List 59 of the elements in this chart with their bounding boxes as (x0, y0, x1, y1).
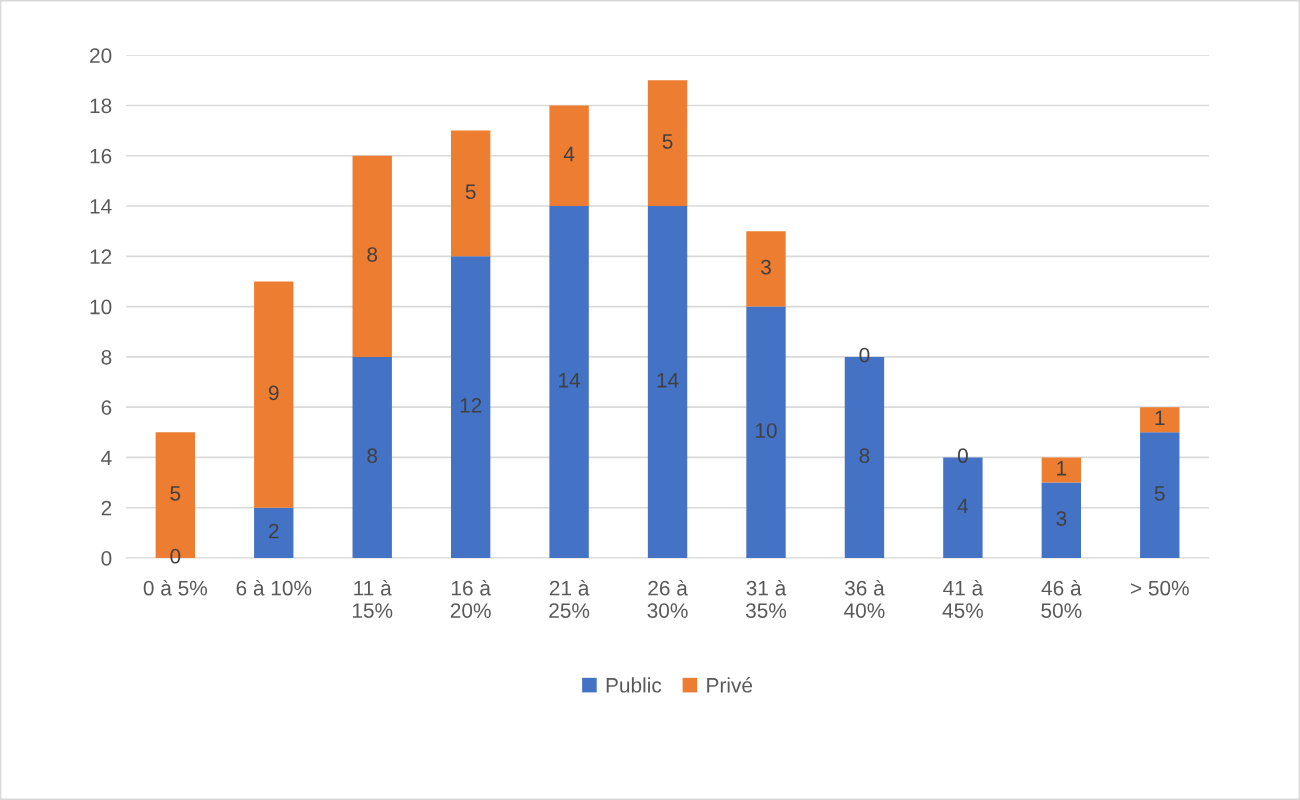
data-label: 8 (367, 247, 378, 262)
data-label: 14 (559, 373, 581, 388)
x-tick-label: 41 à 45% (942, 579, 984, 618)
x-tick-label: > 50% (1130, 580, 1189, 596)
data-label: 8 (859, 448, 870, 464)
bar (450, 256, 491, 558)
bar (549, 206, 589, 558)
data-label: 8 (367, 448, 378, 464)
data-label: 12 (460, 398, 482, 413)
legend-label: Public (606, 677, 662, 693)
data-label: 5 (1154, 486, 1165, 501)
bar (254, 507, 294, 558)
data-label: 1 (1057, 461, 1067, 476)
data-label: 3 (761, 259, 771, 275)
x-tick-label: 11 à 15% (352, 579, 393, 618)
x-tick-label: 16 à 20% (450, 579, 491, 618)
bar (450, 130, 491, 257)
y-tick-label: 2 (101, 500, 112, 516)
data-label: 5 (170, 486, 181, 501)
y-tick-label: 0 (101, 551, 112, 566)
x-tick-label: 6 à 10% (236, 579, 312, 596)
data-label: 2 (269, 523, 279, 539)
data-label: 5 (465, 184, 476, 200)
data-label: 5 (662, 134, 673, 149)
bar (1041, 482, 1082, 558)
data-label: 3 (1056, 511, 1067, 526)
x-tick-label: 36 à 40% (844, 579, 885, 618)
y-tick-label: 14 (90, 199, 112, 214)
bar (1140, 407, 1180, 433)
x-tick-label: 26 à 30% (647, 579, 688, 618)
y-tick-label: 4 (101, 450, 112, 465)
x-tick-label: 21 à 25% (549, 579, 590, 618)
y-tick-label: 16 (90, 148, 112, 164)
data-label: 4 (957, 498, 969, 514)
data-label: 9 (268, 385, 279, 401)
y-tick-label: 8 (101, 349, 112, 365)
data-label: 14 (657, 373, 679, 388)
y-tick-label: 20 (90, 48, 112, 63)
x-tick-label: 31 à 35% (745, 579, 787, 618)
y-tick-label: 18 (90, 98, 112, 114)
data-label: 10 (756, 423, 777, 438)
data-label: 1 (1155, 410, 1165, 426)
x-tick-label: 46 à 50% (1041, 579, 1082, 618)
data-label: 4 (563, 146, 575, 162)
bar (549, 105, 589, 207)
bar (746, 231, 786, 307)
bar (647, 206, 688, 558)
bar (254, 281, 294, 508)
legend-label: Privé (707, 677, 753, 693)
x-tick-label: 0 à 5% (143, 579, 208, 596)
y-tick-label: 12 (90, 249, 112, 264)
bar (1140, 432, 1180, 558)
bar (352, 356, 392, 558)
bar (352, 155, 392, 357)
bar (746, 306, 786, 558)
bar (1041, 457, 1082, 483)
y-tick-label: 6 (101, 400, 112, 415)
y-tick-label: 10 (90, 299, 112, 315)
bar (647, 80, 688, 207)
